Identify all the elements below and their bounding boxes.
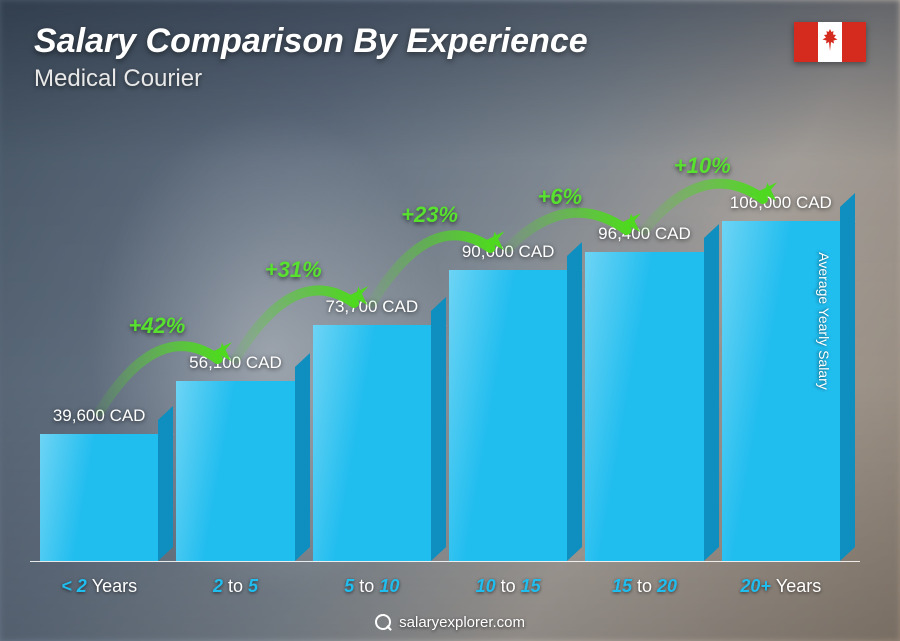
bar	[40, 434, 158, 561]
x-axis-label: 10 to 15	[449, 576, 567, 597]
bar-side-face	[840, 193, 855, 561]
flag-band-right	[842, 22, 866, 62]
bar-column: 56,100 CAD	[176, 353, 294, 561]
x-axis-label: 15 to 20	[585, 576, 703, 597]
bar-front-face	[313, 325, 431, 561]
bar-value-label: 56,100 CAD	[189, 353, 282, 373]
bar-column: 73,700 CAD	[313, 297, 431, 561]
x-axis-labels: < 2 Years 2 to 5 5 to 10 10 to 15 15 to 20 20…	[40, 576, 840, 597]
page-subtitle: Medical Courier	[34, 65, 866, 93]
flag-band-left	[794, 22, 818, 62]
bar-side-face	[567, 242, 582, 561]
footer-text: salaryexplorer.com	[399, 614, 525, 631]
bar-value-label: 73,700 CAD	[326, 297, 419, 317]
bar-column: 96,400 CAD	[585, 224, 703, 561]
x-axis-label: 2 to 5	[176, 576, 294, 597]
y-axis-label: Average Yearly Salary	[815, 252, 831, 390]
bar-front-face	[449, 270, 567, 561]
bar-column: 90,600 CAD	[449, 242, 567, 561]
x-axis-label: < 2 Years	[40, 576, 158, 597]
bar-front-face	[40, 434, 158, 561]
page-title: Salary Comparison By Experience	[34, 22, 866, 61]
bar	[449, 270, 567, 561]
bar	[585, 252, 703, 561]
header: Salary Comparison By Experience Medical …	[34, 22, 866, 93]
bar-side-face	[431, 297, 446, 561]
bar-side-face	[704, 224, 719, 561]
country-flag-icon	[794, 22, 866, 62]
bar-column: 39,600 CAD	[40, 406, 158, 561]
bar-value-label: 90,600 CAD	[462, 242, 555, 262]
bar-side-face	[158, 406, 173, 561]
bar	[176, 381, 294, 561]
bar-front-face	[176, 381, 294, 561]
chart-baseline	[30, 561, 860, 562]
x-axis-label: 20+ Years	[722, 576, 840, 597]
bar-chart: 39,600 CAD 56,100 CAD 73,700 CAD 90,600 …	[40, 140, 840, 561]
footer: salaryexplorer.com	[0, 614, 900, 631]
bar-value-label: 106,000 CAD	[730, 193, 832, 213]
magnifier-icon	[375, 614, 391, 630]
maple-leaf-icon	[820, 29, 840, 55]
bar	[313, 325, 431, 561]
bar-value-label: 96,400 CAD	[598, 224, 691, 244]
bar-front-face	[585, 252, 703, 561]
x-axis-label: 5 to 10	[313, 576, 431, 597]
bar-side-face	[295, 353, 310, 561]
bar-value-label: 39,600 CAD	[53, 406, 146, 426]
